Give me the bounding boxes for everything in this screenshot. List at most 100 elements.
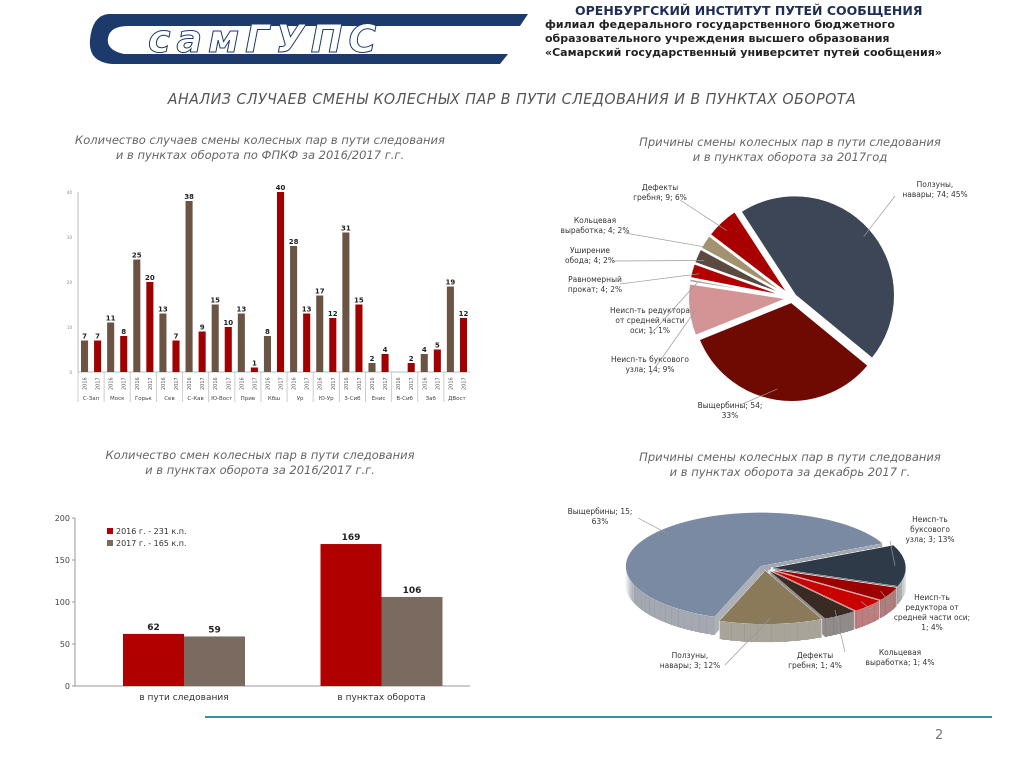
footer-divider — [205, 716, 992, 718]
category-label: Ур — [297, 396, 304, 402]
slice-label: Неисп-ть редуктора — [610, 306, 690, 315]
bar-2017 — [120, 336, 128, 372]
data-label: 12 — [459, 310, 469, 318]
svg-text:самГУПС: самГУПС — [148, 17, 382, 61]
legend-swatch — [107, 528, 113, 534]
data-label: 28 — [289, 238, 299, 246]
slice-label: выработка; 1; 4% — [866, 658, 935, 667]
samgups-logo: самГУПС — [89, 14, 528, 64]
pie-slice — [770, 544, 907, 587]
slice-label: Выщербины; 54; — [698, 401, 763, 410]
data-label: 17 — [315, 288, 325, 296]
year-label: 2016 — [187, 377, 193, 390]
category-label: Заб — [426, 396, 437, 402]
slice-label: Кольцевая — [879, 648, 921, 657]
data-label: 4 — [422, 346, 427, 354]
data-label: 7 — [82, 333, 87, 341]
slice-label: оси; 1; 1% — [630, 326, 670, 335]
pie-slice — [708, 209, 791, 296]
category-label: В-Сиб — [396, 396, 413, 402]
title-line: Количество случаев смены колесных пар в … — [75, 133, 445, 147]
category-label: Моск — [110, 396, 125, 402]
y-tick-label: 200 — [55, 514, 70, 523]
title-line: и в пунктах оборота за 2016/2017 г.г. — [145, 463, 375, 477]
data-label: 13 — [158, 306, 168, 314]
year-label: 2017 — [200, 377, 206, 390]
chart4-title: Причины смены колесных пар в пути следов… — [590, 450, 990, 480]
category-label: С-Зап — [83, 396, 100, 402]
data-label: 19 — [446, 279, 456, 287]
institute-line: образовательного учреждения высшего обра… — [545, 32, 890, 45]
year-label: 2016 — [292, 377, 298, 390]
bar-2016 — [237, 313, 245, 372]
y-tick-label: 20 — [67, 280, 73, 285]
category-label: Кбш — [268, 396, 280, 402]
bar-2017 — [329, 318, 337, 372]
y-tick-label: 0 — [69, 370, 72, 375]
y-tick-label: 100 — [55, 598, 70, 607]
data-label: 7 — [95, 333, 100, 341]
leader-line — [649, 282, 698, 336]
category-label: в пунктах оборота — [337, 693, 425, 703]
y-tick-label: 30 — [67, 235, 73, 240]
slice-label: Ползуны, — [917, 180, 954, 189]
pie-slice — [697, 300, 871, 403]
page-number: 2 — [935, 728, 944, 743]
slice-label: Неисп-ть — [912, 515, 948, 524]
bar-2017 — [94, 340, 102, 372]
title-line: Количество смен колесных пар в пути след… — [105, 448, 415, 462]
year-label: 2017 — [409, 377, 415, 390]
data-label: 15 — [210, 297, 220, 305]
data-label: 25 — [132, 252, 142, 260]
slice-label: гребня; 9; 6% — [633, 193, 687, 202]
leader-line — [637, 517, 670, 535]
bar-2017 — [277, 192, 285, 372]
bar-2016 — [211, 304, 219, 372]
chart2-title: Причины смены колесных пар в пути следов… — [590, 135, 990, 165]
data-label: 1 — [252, 360, 257, 368]
slice-label: средней части оси; — [894, 613, 970, 622]
year-label: 2016 — [318, 377, 324, 390]
slice-label: Уширение — [570, 246, 610, 255]
category-label: Прив — [241, 396, 255, 402]
chart1-title: Количество случаев смены колесных пар в … — [60, 133, 460, 163]
slice-label: Неисп-ть — [914, 593, 950, 602]
year-label: 2016 — [265, 377, 271, 390]
y-tick-label: 0 — [65, 682, 70, 691]
data-label: 8 — [265, 328, 270, 336]
leader-line — [679, 199, 727, 231]
bar-2016 — [81, 340, 89, 372]
data-label: 13 — [302, 306, 312, 314]
institute-line: «Самарский государственный университет п… — [545, 46, 942, 59]
category-label: в пути следования — [139, 693, 228, 703]
leader-line — [624, 232, 712, 249]
slice-label: Дефекты — [797, 651, 833, 660]
bar-2017 — [381, 354, 389, 372]
bar-2016 — [185, 201, 193, 372]
bar-2016 — [342, 232, 350, 372]
bar-2017 — [433, 349, 441, 372]
y-tick-label: 40 — [67, 190, 73, 195]
data-label: 2 — [409, 355, 414, 363]
slice-label: 1; 4% — [921, 623, 943, 632]
bar-2016 — [107, 322, 115, 372]
year-label: 2016 — [213, 377, 219, 390]
legend-swatch — [107, 540, 113, 546]
year-label: 2017 — [357, 377, 363, 390]
y-tick-label: 150 — [55, 556, 70, 565]
slice-label: буксового — [910, 525, 950, 534]
data-label: 7 — [174, 333, 179, 341]
slide-title: АНАЛИЗ СЛУЧАЕВ СМЕНЫ КОЛЕСНЫХ ПАР В ПУТИ… — [167, 90, 857, 108]
pie-slice — [687, 282, 792, 338]
leader-line — [724, 617, 771, 666]
data-label: 13 — [236, 306, 246, 314]
year-label: 2016 — [83, 377, 89, 390]
y-tick-label: 10 — [67, 325, 73, 330]
data-label: 38 — [184, 193, 194, 201]
data-label: 40 — [276, 184, 286, 192]
y-tick-label: 50 — [60, 640, 70, 649]
slice-label: от средней части — [615, 316, 684, 325]
pie-slice — [768, 569, 856, 620]
year-label: 2017 — [383, 377, 389, 390]
data-label: 20 — [145, 274, 155, 282]
